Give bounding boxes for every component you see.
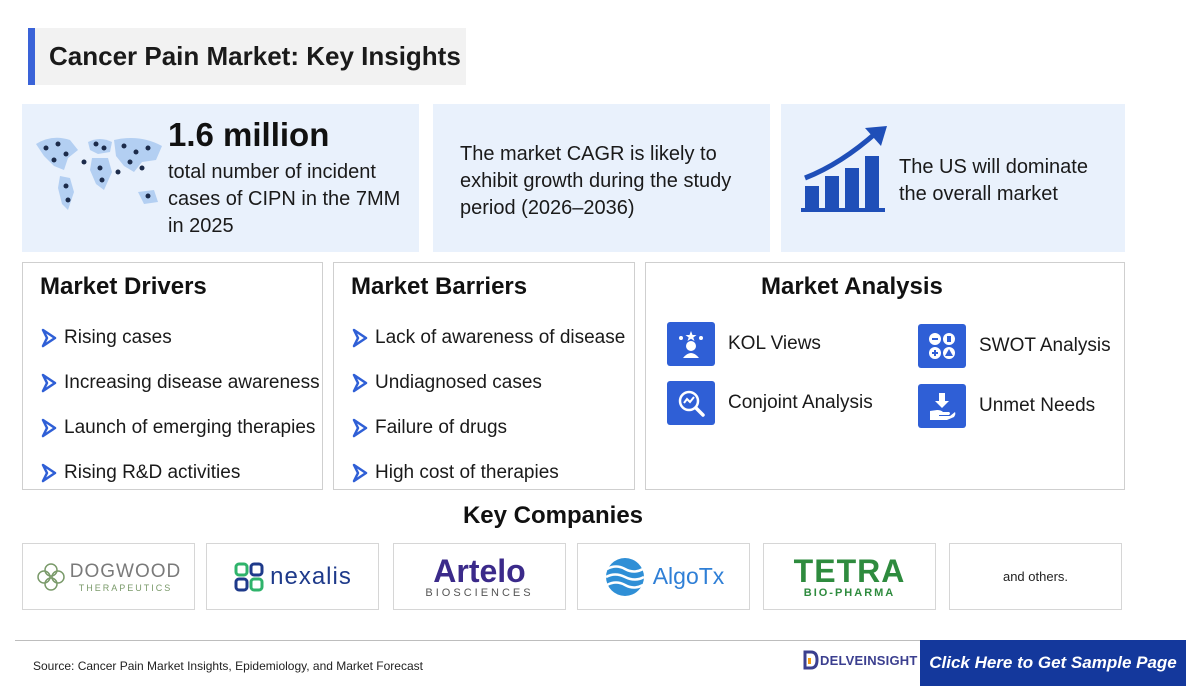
company-logo-dogwood: DOGWOOD THERAPEUTICS <box>22 543 195 610</box>
list-item-label: Undiagnosed cases <box>375 371 542 393</box>
analysis-item-label: Conjoint Analysis <box>728 392 873 413</box>
source-note: Source: Cancer Pain Market Insights, Epi… <box>33 659 423 673</box>
stat-description: The US will dominate the overall market <box>899 156 1088 205</box>
delveinsight-mark-icon <box>803 650 819 670</box>
list-item-label: Increasing disease awareness <box>64 371 320 393</box>
company-subname: BIO-PHARMA <box>803 586 896 599</box>
market-barriers-title: Market Barriers <box>351 273 528 300</box>
company-name: AlgoTx <box>652 563 725 589</box>
list-item-label: High cost of therapies <box>375 461 559 483</box>
list-item: Launch of emerging therapies <box>38 405 320 450</box>
list-item: High cost of therapies <box>349 450 625 495</box>
get-sample-page-button[interactable]: Click Here to Get Sample Page <box>920 640 1186 686</box>
list-item: Lack of awareness of disease <box>349 315 625 360</box>
market-barriers-list: Lack of awareness of disease Undiagnosed… <box>349 315 625 495</box>
chevron-right-icon <box>41 328 57 347</box>
company-logo-artelo: Artelo BIOSCIENCES <box>393 543 566 610</box>
market-drivers-card: Market Drivers Rising cases Increasing d… <box>22 262 323 490</box>
list-item: Rising R&D activities <box>38 450 320 495</box>
chevron-right-icon <box>352 463 368 482</box>
company-logo-nexalis: nexalis <box>206 543 379 610</box>
stat-description: total number of incident cases of CIPN i… <box>168 161 401 237</box>
dogwood-flower-icon <box>37 562 65 591</box>
market-analysis-title: Market Analysis <box>761 273 943 300</box>
footer-divider <box>15 640 1185 641</box>
page-title-box: Cancer Pain Market: Key Insights <box>28 28 466 85</box>
analysis-item-label: Unmet Needs <box>979 395 1096 416</box>
chevron-right-icon <box>41 373 57 392</box>
analysis-item-label: KOL Views <box>728 333 821 354</box>
company-subname: BIOSCIENCES <box>425 586 534 599</box>
list-item: Increasing disease awareness <box>38 360 320 405</box>
list-item-label: Failure of drugs <box>375 416 508 438</box>
company-name: DOGWOOD <box>69 560 182 582</box>
key-companies-title: Key Companies <box>462 502 644 529</box>
company-name: TETRA <box>793 552 906 589</box>
swot-icon <box>918 324 966 368</box>
chevron-right-icon <box>352 418 368 437</box>
analysis-item-conjoint: Conjoint Analysis <box>667 381 873 425</box>
analysis-item-swot: SWOT Analysis <box>918 324 1111 368</box>
nexalis-mark-icon <box>234 562 264 591</box>
unmet-needs-icon <box>918 384 966 428</box>
world-map-icon <box>36 137 162 210</box>
company-logo-tetra: TETRA BIO-PHARMA <box>763 543 936 610</box>
market-barriers-card: Market Barriers Lack of awareness of dis… <box>333 262 635 490</box>
list-item-label: Rising R&D activities <box>64 461 241 483</box>
analysis-item-unmet-needs: Unmet Needs <box>918 384 1095 428</box>
stat-cagr: The market CAGR is likely to exhibit gro… <box>433 104 770 252</box>
list-item: Undiagnosed cases <box>349 360 625 405</box>
list-item: Failure of drugs <box>349 405 625 450</box>
growth-chart-icon <box>801 126 887 212</box>
list-item-label: Launch of emerging therapies <box>64 416 316 438</box>
company-name: Artelo <box>433 552 526 589</box>
brand-name: DELVEINSIGHT <box>820 652 918 668</box>
kol-icon <box>667 322 715 366</box>
conjoint-icon <box>667 381 715 425</box>
analysis-item-label: SWOT Analysis <box>979 335 1111 356</box>
algotx-wave-icon <box>605 557 645 596</box>
market-analysis-card: Market Analysis KOL Views SWOT Analysis … <box>645 262 1125 490</box>
stat-us-dominance: The US will dominate the overall market <box>781 104 1125 252</box>
stat-description: The market CAGR is likely to exhibit gro… <box>460 143 732 219</box>
market-drivers-title: Market Drivers <box>40 273 207 300</box>
chevron-right-icon <box>41 463 57 482</box>
delveinsight-logo: DELVEINSIGHT <box>803 650 918 670</box>
others-label: and others. <box>1002 569 1069 584</box>
stat-incident-cases: 1.6 million total number of incident cas… <box>22 104 419 252</box>
stat-value: 1.6 million <box>168 116 330 153</box>
list-item-label: Rising cases <box>64 326 172 348</box>
company-others: and others. <box>949 543 1122 610</box>
chevron-right-icon <box>352 373 368 392</box>
list-item: Rising cases <box>38 315 320 360</box>
company-subname: THERAPEUTICS <box>78 582 173 593</box>
chevron-right-icon <box>41 418 57 437</box>
company-name: nexalis <box>270 562 352 590</box>
chevron-right-icon <box>352 328 368 347</box>
page-title: Cancer Pain Market: Key Insights <box>49 41 461 71</box>
list-item-label: Lack of awareness of disease <box>375 326 626 348</box>
market-drivers-list: Rising cases Increasing disease awarenes… <box>38 315 320 495</box>
company-logo-algotx: AlgoTx <box>577 543 750 610</box>
analysis-item-kol-views: KOL Views <box>667 322 821 366</box>
